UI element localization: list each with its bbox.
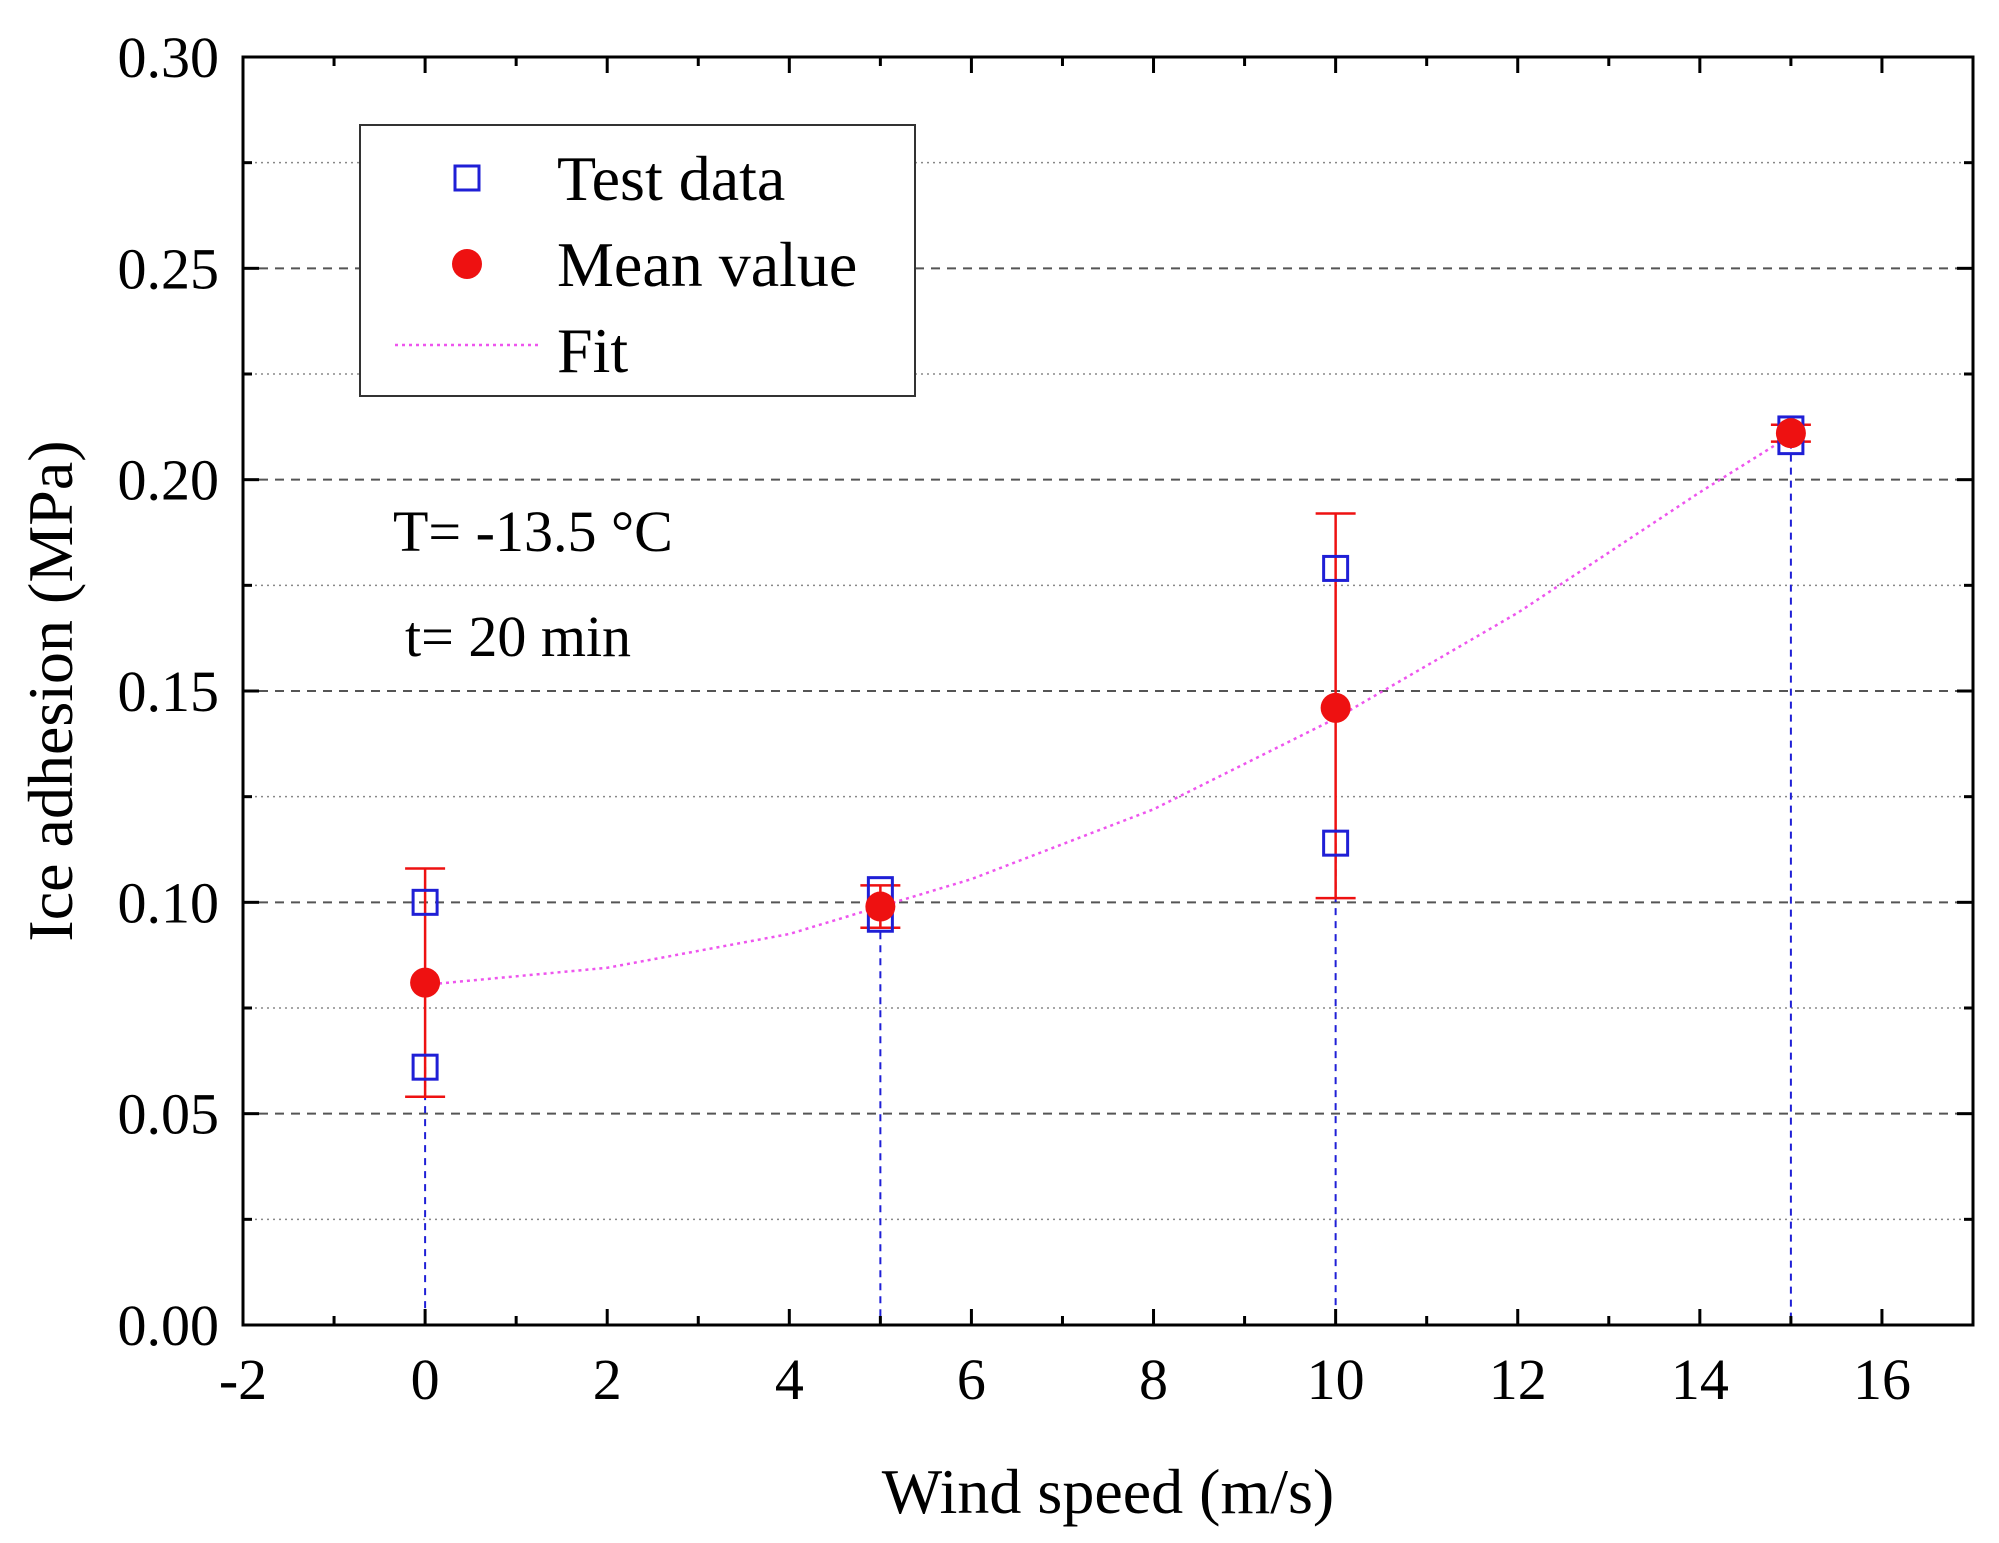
time-annotation: t= 20 min xyxy=(405,604,631,669)
x-axis-title: Wind speed (m/s) xyxy=(882,1456,1334,1527)
test-data-point xyxy=(1322,829,1350,857)
y-tick-label: 0.25 xyxy=(118,236,220,301)
y-tick-label: 0.05 xyxy=(118,1082,220,1147)
y-tick-label: 0.20 xyxy=(118,448,220,513)
mean-value-point xyxy=(410,967,441,998)
mean-value-point xyxy=(1320,692,1351,723)
x-tick-label: 8 xyxy=(1139,1347,1168,1412)
x-tick-label: 10 xyxy=(1307,1347,1365,1412)
legend-fit-label: Fit xyxy=(557,315,628,386)
x-tick-label: 16 xyxy=(1853,1347,1911,1412)
x-tick-label: 2 xyxy=(593,1347,622,1412)
axis-ticks: 0.00 0.05 0.10 0.15 0.20 0.25 0.30 -2 0 2 4 6 8 10 12 1… xyxy=(118,25,1973,1412)
y-tick-label: 0.00 xyxy=(118,1293,220,1358)
y-tick-label: 0.30 xyxy=(118,25,220,90)
mean-value-markers xyxy=(410,418,1806,998)
x-tick-label: 4 xyxy=(775,1347,804,1412)
legend-test-data-label: Test data xyxy=(557,143,785,214)
x-tick-label: 12 xyxy=(1489,1347,1547,1412)
x-tick-label: -2 xyxy=(219,1347,267,1412)
x-tick-label: 6 xyxy=(957,1347,986,1412)
legend-mean-value-marker xyxy=(452,249,482,279)
legend: Test data Mean value Fit xyxy=(359,124,916,397)
temperature-annotation: T= -13.5 °C xyxy=(393,499,673,564)
legend-test-data-marker xyxy=(453,164,481,192)
y-axis-title: Ice adhesion (MPa) xyxy=(15,440,86,941)
y-tick-label: 0.10 xyxy=(118,870,220,935)
mean-value-point xyxy=(865,891,896,922)
drop-lines xyxy=(424,441,1792,1325)
x-tick-label: 0 xyxy=(411,1347,440,1412)
x-tick-label: 14 xyxy=(1671,1347,1729,1412)
mean-value-point xyxy=(1775,418,1806,449)
test-data-point xyxy=(411,1053,439,1081)
test-data-point xyxy=(411,888,439,916)
test-data-point xyxy=(1322,554,1350,582)
y-tick-label: 0.15 xyxy=(118,659,220,724)
legend-mean-value-label: Mean value xyxy=(557,229,857,300)
